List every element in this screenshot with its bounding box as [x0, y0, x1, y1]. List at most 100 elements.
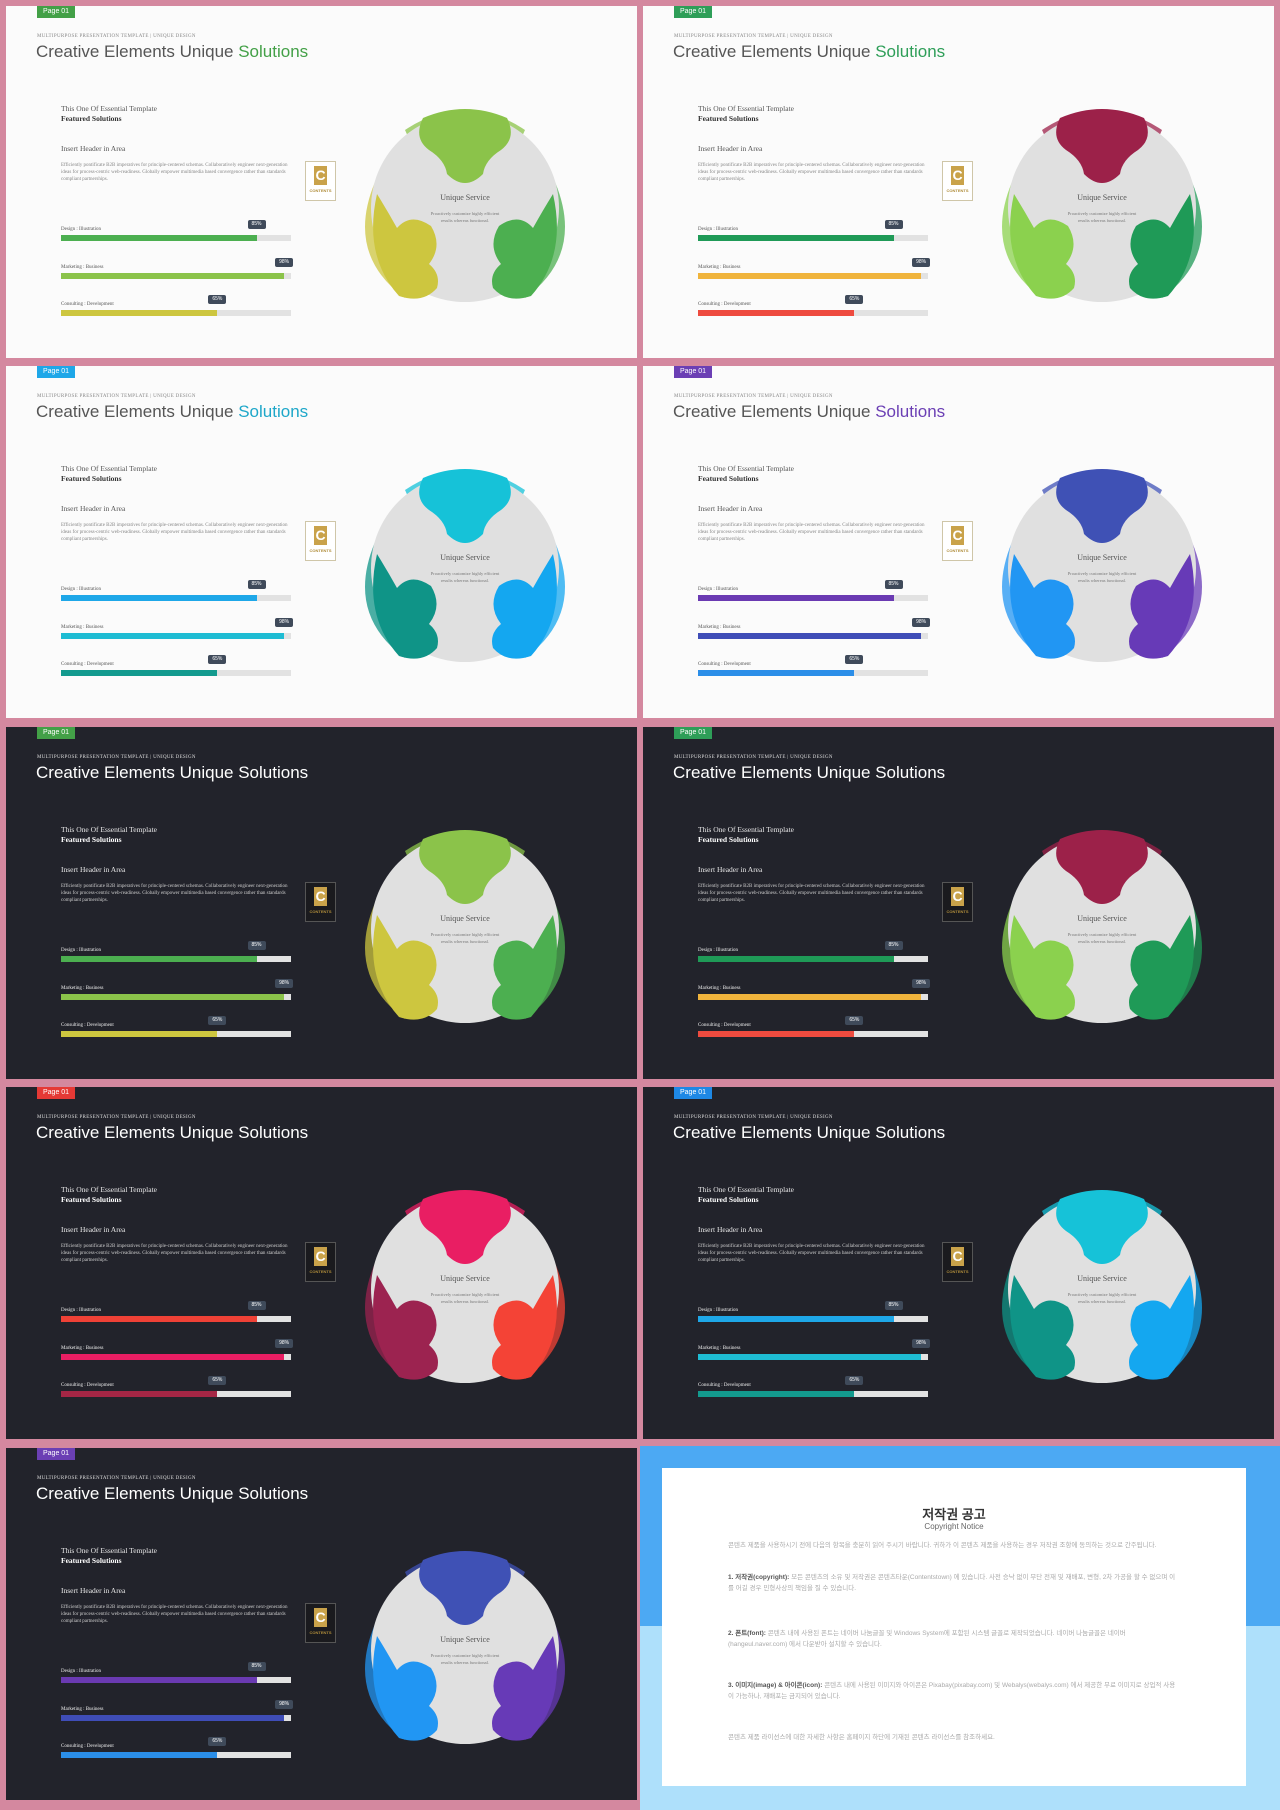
progress-fill-marketing	[698, 633, 922, 639]
puzzle-piece-left	[1010, 915, 1075, 1020]
diagram-text-line-2: results whereas functional.	[441, 218, 489, 223]
diagram-title: Unique Service	[1077, 553, 1127, 562]
progress-fill-consulting	[698, 310, 855, 316]
body-paragraph: Efficiently pontificate B2B imperatives …	[61, 1605, 288, 1624]
percent-badge-marketing: 98%	[275, 1339, 294, 1348]
copyright-notice-slide: 저작권 공고 Copyright Notice 콘텐츠 제품을 사용하시기 전에…	[640, 1446, 1280, 1810]
contents-logo: C CONTENTS	[942, 1242, 973, 1282]
contents-logo: C CONTENTS	[942, 161, 973, 201]
puzzle-diagram: Unique Service Proactively customize hig…	[365, 109, 565, 302]
featured-heading: Featured Solutions	[698, 114, 759, 123]
diagram-title: Unique Service	[1077, 914, 1127, 923]
logo-letter: C	[951, 166, 964, 185]
progress-track-design	[61, 595, 291, 601]
progress-track-consulting	[698, 670, 928, 676]
percent-badge-consulting: 65%	[845, 1016, 864, 1025]
bar-label-design: Design : Illustration	[61, 227, 101, 232]
slide-title: Creative Elements Unique Solutions	[36, 763, 308, 783]
notice-item-image-head: 3. 이미지(image) & 아이콘(icon):	[728, 1682, 823, 1689]
slide-kicker: MULTIPURPOSE PRESENTATION TEMPLATE | UNI…	[37, 755, 196, 760]
bar-label-design: Design : Illustration	[698, 1308, 738, 1313]
bar-label-marketing: Marketing : Business	[61, 1346, 104, 1351]
diagram-text-line-2: results whereas functional.	[1078, 218, 1126, 223]
puzzle-diagram: Unique Service Proactively customize hig…	[365, 1551, 565, 1744]
bar-label-consulting: Consulting : Development	[61, 1383, 114, 1388]
puzzle-piece-right	[492, 554, 557, 659]
puzzle-piece-right	[492, 1636, 557, 1741]
percent-badge-marketing: 98%	[912, 1339, 931, 1348]
logo-text: CONTENTS	[946, 188, 969, 193]
progress-fill-design	[698, 956, 894, 962]
diagram-title: Unique Service	[440, 193, 490, 202]
bar-label-design: Design : Illustration	[698, 587, 738, 592]
slide-title: Creative Elements Unique Solutions	[673, 42, 945, 62]
progress-track-design	[698, 956, 928, 962]
slide-title: Creative Elements Unique Solutions	[36, 402, 308, 422]
percent-badge-marketing: 98%	[275, 1700, 294, 1709]
area-header: Insert Header in Area	[61, 1225, 126, 1234]
bar-label-marketing: Marketing : Business	[698, 986, 741, 991]
percent-badge-marketing: 98%	[912, 618, 931, 627]
diagram-text-line-2: results whereas functional.	[441, 939, 489, 944]
bar-label-consulting: Consulting : Development	[698, 1023, 751, 1028]
contents-logo: C CONTENTS	[305, 882, 336, 922]
slide-title-accent: Solutions	[238, 1484, 309, 1503]
diagram-text-line-1: Proactively customize highly efficient	[431, 1653, 500, 1658]
body-paragraph: Efficiently pontificate B2B imperatives …	[698, 523, 925, 542]
diagram-title: Unique Service	[440, 553, 490, 562]
notice-item-font-body: 콘텐츠 내에 사용된 폰트는 네이버 나눔글꼴 및 Windows System…	[728, 1630, 1126, 1648]
progress-fill-consulting	[698, 670, 855, 676]
subtitle-line: This One Of Essential Template	[698, 1185, 794, 1194]
slide-title-main: Creative Elements Unique	[36, 1123, 234, 1142]
puzzle-piece-right	[492, 915, 557, 1020]
percent-badge-design: 85%	[884, 1301, 903, 1310]
slide-5: Page 01 MULTIPURPOSE PRESENTATION TEMPLA…	[6, 727, 637, 1079]
diagram-text-line-1: Proactively customize highly efficient	[431, 1292, 500, 1297]
diagram-text-line-2: results whereas functional.	[1078, 1299, 1126, 1304]
percent-badge-design: 85%	[247, 1301, 266, 1310]
diagram-text-line-2: results whereas functional.	[1078, 939, 1126, 944]
page-badge: Page 01	[37, 1448, 76, 1460]
page-badge: Page 01	[674, 6, 713, 18]
page-badge: Page 01	[674, 366, 713, 378]
puzzle-diagram: Unique Service Proactively customize hig…	[365, 469, 565, 662]
progress-track-consulting	[698, 1391, 928, 1397]
subtitle-line: This One Of Essential Template	[698, 464, 794, 473]
progress-fill-marketing	[61, 633, 285, 639]
puzzle-diagram: Unique Service Proactively customize hig…	[1002, 109, 1202, 302]
progress-fill-marketing	[698, 273, 922, 279]
slide-6: Page 01 MULTIPURPOSE PRESENTATION TEMPLA…	[643, 727, 1274, 1079]
slide-title: Creative Elements Unique Solutions	[36, 1484, 308, 1504]
slide-title: Creative Elements Unique Solutions	[673, 1123, 945, 1143]
progress-fill-consulting	[61, 1752, 218, 1758]
slide-title-main: Creative Elements Unique	[673, 1123, 871, 1142]
diagram-text-line-2: results whereas functional.	[1078, 578, 1126, 583]
slide-2: Page 01 MULTIPURPOSE PRESENTATION TEMPLA…	[643, 6, 1274, 358]
puzzle-piece-top	[419, 830, 511, 904]
slide-kicker: MULTIPURPOSE PRESENTATION TEMPLATE | UNI…	[37, 394, 196, 399]
logo-letter: C	[951, 526, 964, 545]
page-badge: Page 01	[674, 1087, 713, 1099]
puzzle-piece-top	[419, 1190, 511, 1264]
progress-fill-design	[61, 1677, 257, 1683]
body-paragraph: Efficiently pontificate B2B imperatives …	[61, 884, 288, 903]
slide-kicker: MULTIPURPOSE PRESENTATION TEMPLATE | UNI…	[674, 755, 833, 760]
puzzle-piece-left	[373, 1275, 438, 1380]
slide-1: Page 01 MULTIPURPOSE PRESENTATION TEMPLA…	[6, 6, 637, 358]
featured-heading: Featured Solutions	[61, 474, 122, 483]
puzzle-piece-top	[1056, 469, 1148, 543]
page-badge: Page 01	[37, 727, 76, 739]
area-header: Insert Header in Area	[61, 865, 126, 874]
notice-item-copyright: 1. 저작권(copyright): 모든 콘텐츠의 소유 및 저작권은 콘텐츠…	[728, 1572, 1180, 1594]
percent-badge-design: 85%	[884, 580, 903, 589]
progress-track-consulting	[61, 1031, 291, 1037]
logo-letter: C	[951, 1247, 964, 1266]
progress-track-design	[61, 235, 291, 241]
slide-title-accent: Solutions	[875, 1123, 946, 1142]
progress-track-marketing	[61, 994, 291, 1000]
progress-track-consulting	[698, 310, 928, 316]
progress-fill-design	[61, 595, 257, 601]
area-header: Insert Header in Area	[698, 865, 763, 874]
bar-label-marketing: Marketing : Business	[61, 265, 104, 270]
slide-title-accent: Solutions	[238, 42, 309, 61]
